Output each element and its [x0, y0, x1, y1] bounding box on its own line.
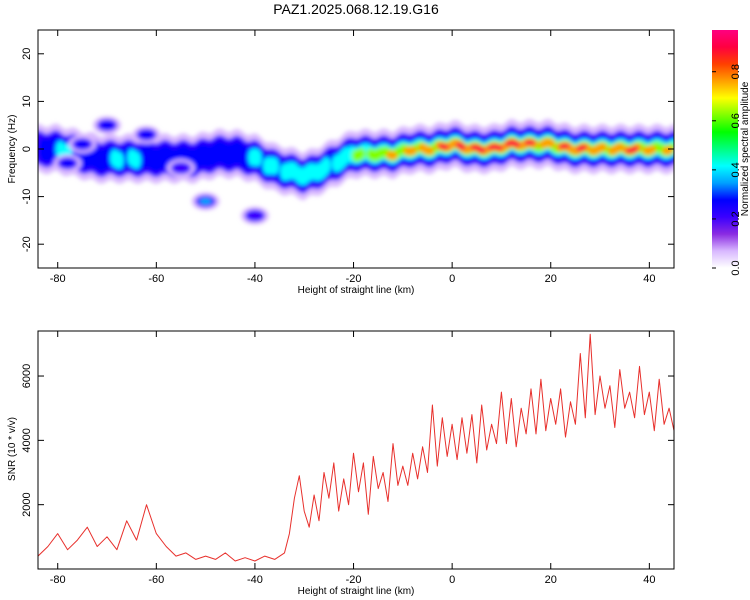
- heatmap-cell: [477, 147, 487, 154]
- colorbar-tick-label: 0.6: [730, 113, 742, 128]
- snr-y-ticks: 2000 4000 6000: [21, 364, 674, 517]
- snr-x-ticks: -80 -60 -40 -20 0 20 40: [50, 331, 655, 586]
- snr-y-label: SNR (10 * v/v): [7, 417, 18, 481]
- heatmap-cell: [598, 142, 608, 152]
- snr-x-label: Height of straight line (km): [298, 586, 415, 597]
- x-tick-label: 40: [643, 574, 655, 586]
- x-tick-label: -40: [247, 574, 263, 586]
- colorbar-gradient: [712, 30, 738, 268]
- colorbar-tick-label: 0.0: [730, 260, 742, 275]
- spectrogram-y-ticks: -20 -10 0 10 20: [21, 48, 674, 252]
- heatmap-cell: [252, 149, 262, 167]
- colorbar: 0.0 0.2 0.4 0.6 0.8 Normalized spectral ampl…: [712, 30, 750, 276]
- heatmap-cell: [546, 138, 556, 148]
- chart-title: PAZ1.2025.068.12.19.G16: [273, 1, 439, 17]
- spectrogram-x-label: Height of straight line (km): [298, 285, 415, 296]
- x-tick-label: 0: [449, 574, 455, 586]
- y-tick-label: 10: [21, 95, 33, 107]
- colorbar-tick-label: 0.8: [730, 64, 742, 79]
- x-tick-label: -40: [247, 273, 263, 285]
- y-tick-label: -20: [21, 236, 33, 252]
- heatmap-cell: [114, 151, 124, 169]
- heatmap-cell: [388, 151, 398, 160]
- spectrogram-y-label: Frequency (Hz): [7, 115, 18, 184]
- heatmap-feature: [61, 159, 74, 167]
- snr-frame: [37, 330, 675, 570]
- heatmap-cell: [457, 144, 467, 150]
- x-tick-label: 20: [545, 273, 557, 285]
- x-tick-label: 40: [643, 273, 655, 285]
- y-tick-label: -10: [21, 189, 33, 205]
- heatmap-feature: [101, 121, 114, 129]
- spectrogram-x-ticks: -80 -60 -40 -20 0 20 40: [50, 30, 655, 285]
- heatmap-cell: [321, 157, 331, 175]
- colorbar-tick-label: 0.4: [730, 162, 742, 177]
- x-tick-label: -60: [148, 273, 164, 285]
- y-tick-label: 0: [21, 146, 33, 152]
- x-tick-label: -80: [50, 574, 66, 586]
- heatmap-layer: [38, 116, 674, 225]
- x-tick-label: -20: [346, 574, 362, 586]
- spectrogram-panel: -80 -60 -40 -20 0 20 40 -20 -10 0 10 20 Height of …: [7, 29, 675, 296]
- heatmap-feature: [76, 140, 89, 148]
- colorbar-ticks: 0.0 0.2 0.4 0.6 0.8: [712, 64, 742, 276]
- heatmap-cell: [647, 145, 657, 154]
- heatmap-cell: [615, 142, 625, 152]
- x-tick-label: -60: [148, 574, 164, 586]
- heatmap-cell: [132, 151, 142, 169]
- heatmap-cell: [440, 144, 450, 150]
- y-tick-label: 20: [21, 48, 33, 60]
- y-tick-label: 6000: [21, 364, 33, 388]
- heatmap-feature: [174, 164, 187, 172]
- heatmap-feature: [140, 131, 153, 139]
- heatmap-cell: [494, 145, 504, 151]
- x-tick-label: -80: [50, 273, 66, 285]
- heatmap-cell: [270, 157, 280, 175]
- heatmap-cell: [511, 141, 521, 148]
- y-tick-label: 4000: [21, 428, 33, 452]
- heatmap-cell: [578, 144, 588, 151]
- heatmap-cell: [664, 145, 674, 155]
- colorbar-tick-label: 0.2: [730, 211, 742, 226]
- heatmap-cell: [561, 143, 571, 149]
- colorbar-label: Normalized spectral amplitude: [740, 81, 750, 216]
- y-tick-label: 2000: [21, 492, 33, 516]
- heatmap-feature: [199, 197, 212, 205]
- heatmap-cell: [356, 147, 366, 161]
- snr-series-line: [38, 333, 674, 562]
- x-tick-label: 20: [545, 574, 557, 586]
- heatmap-cell: [526, 139, 536, 146]
- x-tick-label: 0: [449, 273, 455, 285]
- heatmap-cell: [630, 146, 640, 152]
- heatmap-cell: [408, 146, 418, 155]
- x-tick-label: -20: [346, 273, 362, 285]
- heatmap-cell: [425, 146, 435, 156]
- heatmap-feature: [248, 212, 261, 220]
- snr-panel: -80 -60 -40 -20 0 20 40 2000 4000 6000 Height of…: [7, 330, 675, 597]
